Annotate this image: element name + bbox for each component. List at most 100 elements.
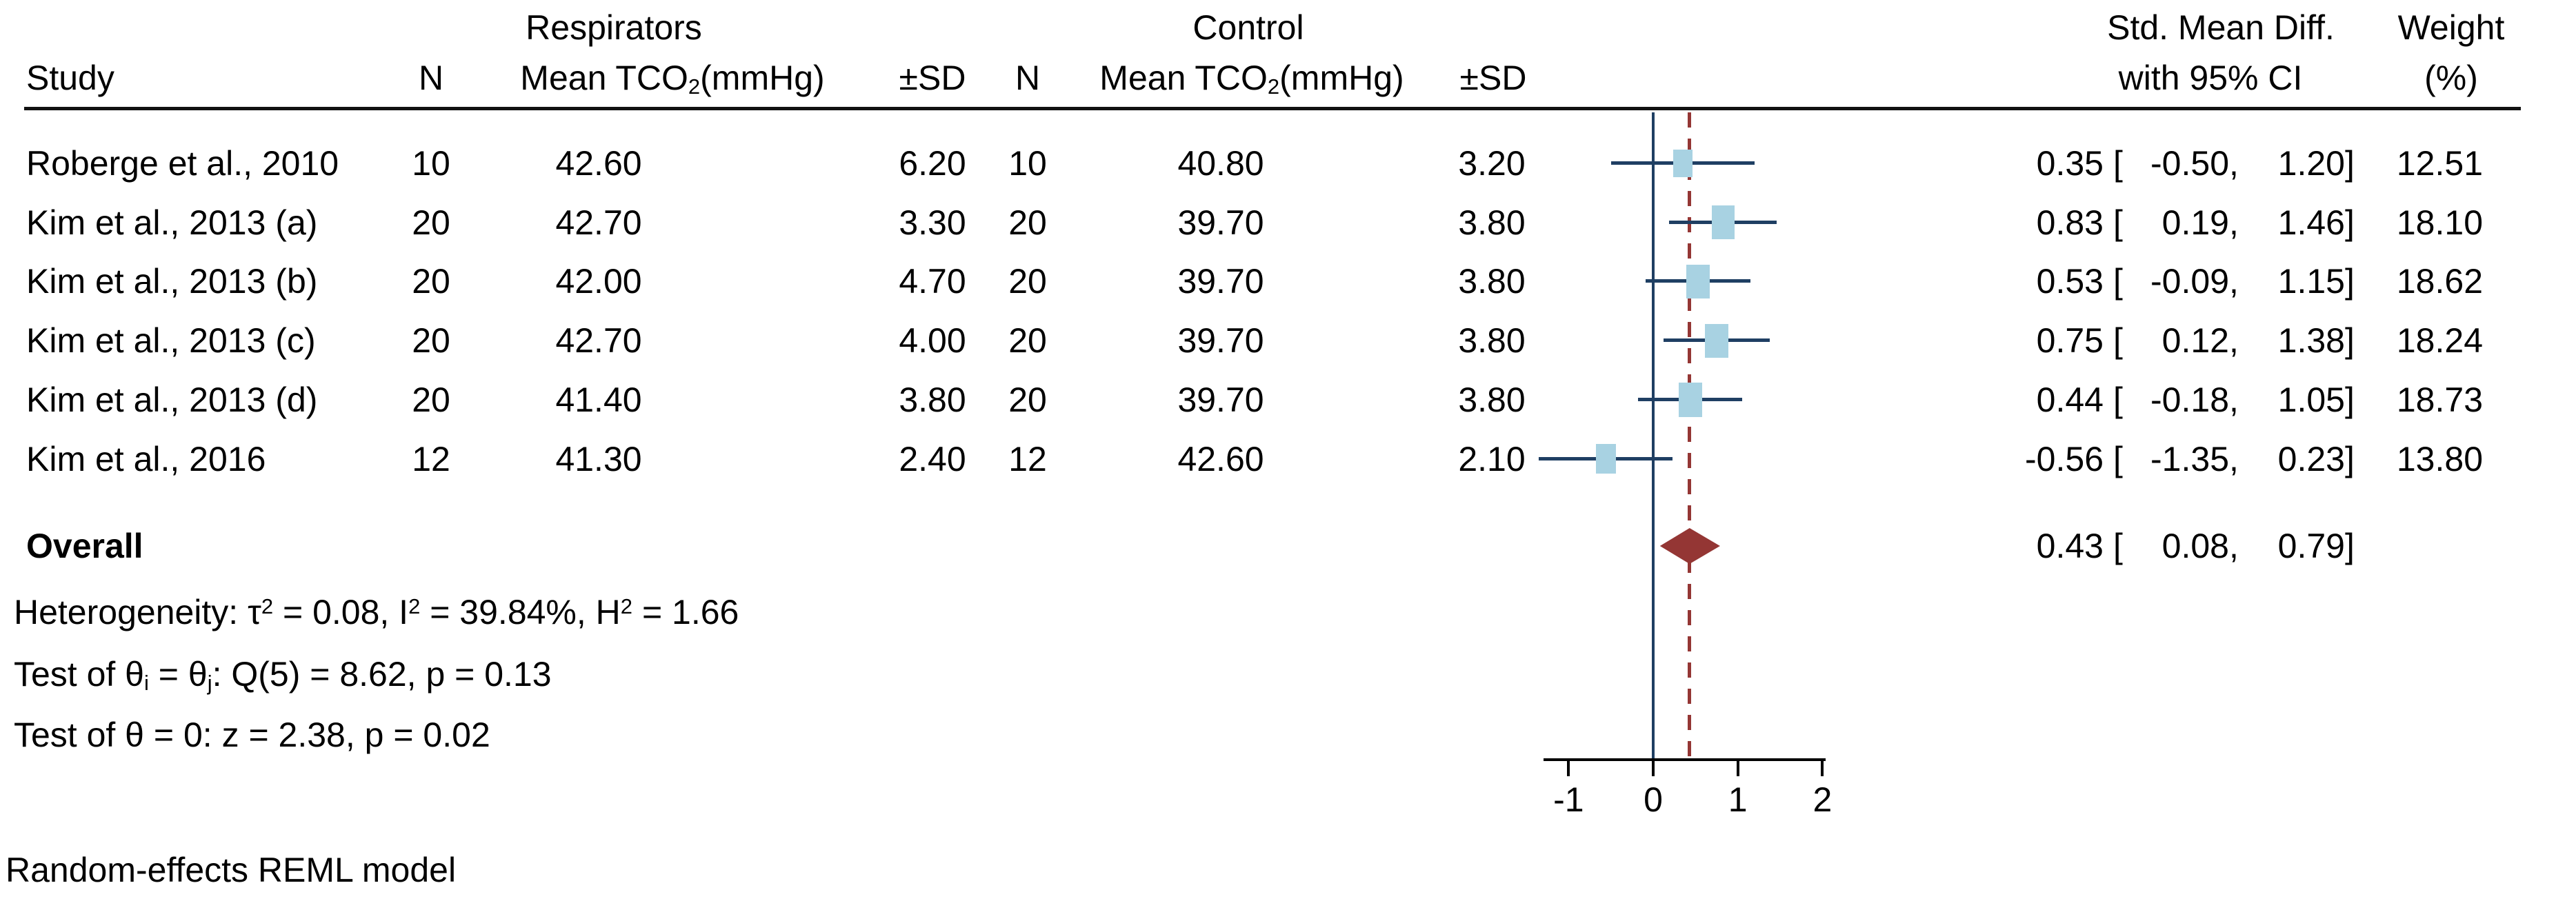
axis-tick-label: 0 (1644, 780, 1663, 819)
respirators-n-cell: 20 (412, 321, 450, 361)
homogeneity-test-line: Test of θi = θj: Q(5) = 8.62, p = 0.13 (14, 645, 552, 704)
weight-cell: 12.51 (2396, 144, 2483, 183)
ci-upper: 1.20 (2277, 144, 2345, 183)
column-header-sd-respirators: ±SD (899, 59, 966, 97)
column-header-mean-tco2-control: Mean TCO2(mmHg) (1079, 54, 1424, 102)
respirators-mean-cell: 41.30 (555, 439, 642, 478)
ci-open-bracket: [ (2113, 262, 2123, 301)
ci-open-bracket: [ (2113, 439, 2123, 478)
ci-open-bracket: [ (2113, 380, 2123, 419)
weight-cell: 18.73 (2396, 380, 2483, 419)
effect-ci-cell: -0.56[-1.35, 0.23] (1993, 429, 2357, 489)
effect-estimate: 0.44 (2036, 380, 2104, 419)
text-segment: = 39.84%, H (420, 593, 621, 631)
respirators-sd-cell: 3.30 (899, 203, 966, 242)
respirators-sd-cell: 3.80 (899, 380, 966, 419)
text-segment: = 0.08, I (273, 593, 409, 631)
effect-square (1595, 444, 1616, 474)
control-n-cell: 20 (1008, 380, 1047, 419)
ci-close-bracket: ] (2345, 262, 2355, 301)
text-segment: Heterogeneity: τ (14, 593, 261, 631)
ci-upper: 1.15 (2277, 262, 2345, 301)
text-segment: (mmHg) (700, 59, 825, 97)
study-row: Kim et al., 2016 12 41.30 2.40 12 42.60 2.10 -0… (0, 429, 2576, 489)
subscript: i (144, 670, 149, 695)
text-segment: = θ (148, 655, 208, 694)
ci-separator: , (2229, 439, 2239, 478)
ci-close-bracket: ] (2345, 144, 2355, 183)
ci-lower: -0.50 (2150, 144, 2229, 183)
text-segment: Test of θ = 0: z = 2.38, p = 0.02 (14, 716, 490, 754)
text-segment: (mmHg) (1279, 59, 1404, 97)
weight-cell: 13.80 (2396, 439, 2483, 478)
group-header-respirators: Respirators (526, 8, 702, 47)
ci-separator: , (2229, 262, 2239, 301)
heterogeneity-stats-line: Heterogeneity: τ2 = 0.08, I2 = 39.84%, H… (14, 583, 739, 642)
effect-square (1686, 264, 1710, 299)
ci-separator: , (2229, 527, 2239, 565)
text-segment: : Q(5) = 8.62, p = 0.13 (212, 655, 552, 694)
respirators-n-cell: 20 (412, 380, 450, 419)
ci-close-bracket: ] (2345, 527, 2355, 565)
ci-open-bracket: [ (2113, 203, 2123, 242)
study-name-cell: Kim et al., 2013 (d) (26, 380, 318, 419)
overall-effect-test-line: Test of θ = 0: z = 2.38, p = 0.02 (14, 705, 490, 765)
ci-upper: 1.46 (2277, 203, 2345, 242)
superscript: 2 (620, 594, 633, 618)
control-sd-cell: 2.10 (1458, 439, 1526, 478)
ci-separator: , (2229, 144, 2239, 183)
control-n-cell: 20 (1008, 203, 1047, 242)
effect-ci-cell: 0.75[0.12, 1.38] (1993, 311, 2357, 370)
control-mean-cell: 39.70 (1177, 380, 1264, 419)
control-mean-cell: 39.70 (1177, 262, 1264, 301)
model-footnote: Random-effects REML model (6, 851, 457, 889)
superscript: 2 (408, 594, 421, 618)
axis-tick (1652, 760, 1655, 776)
control-sd-cell: 3.80 (1458, 380, 1526, 419)
study-row: Kim et al., 2013 (d) 20 41.40 3.80 20 39.70 3.… (0, 370, 2576, 429)
column-header-mean-tco2-respirators: Mean TCO2(mmHg) (500, 54, 845, 102)
respirators-sd-cell: 4.70 (899, 262, 966, 301)
subscript: 2 (1267, 74, 1280, 99)
superscript: 2 (261, 594, 274, 618)
effect-estimate: -0.56 (2025, 439, 2104, 478)
effect-estimate: 0.43 (2036, 527, 2104, 565)
ci-separator: , (2229, 380, 2239, 419)
respirators-mean-cell: 41.40 (555, 380, 642, 419)
control-sd-cell: 3.80 (1458, 203, 1526, 242)
study-name-cell: Roberge et al., 2010 (26, 144, 339, 183)
ci-lower: -0.09 (2150, 262, 2229, 301)
column-header-study: Study (26, 59, 114, 97)
ci-separator: , (2229, 203, 2239, 242)
effect-square (1679, 382, 1702, 417)
effect-ci-cell: 0.43[0.08, 0.79] (1993, 516, 2357, 576)
respirators-sd-cell: 6.20 (899, 144, 966, 183)
ci-upper: 0.79 (2277, 527, 2345, 565)
overall-label: Overall (26, 527, 143, 565)
effect-ci-cell: 0.44[-0.18, 1.05] (1993, 370, 2357, 429)
study-row: Kim et al., 2013 (a) 20 42.70 3.30 20 39.70 3.… (0, 193, 2576, 252)
column-header-smd-line1: Std. Mean Diff. (2107, 8, 2335, 47)
ci-lower: -1.35 (2150, 439, 2229, 478)
control-n-cell: 12 (1008, 439, 1047, 478)
column-header-n-control: N (1015, 59, 1041, 97)
effect-ci-cell: 0.35[-0.50, 1.20] (1993, 134, 2357, 193)
overall-estimate-dashed-line (1688, 112, 1691, 760)
zero-reference-line (1652, 112, 1655, 760)
study-name-cell: Kim et al., 2016 (26, 439, 266, 478)
study-row: Kim et al., 2013 (b) 20 42.00 4.70 20 39.70 3.… (0, 252, 2576, 311)
control-mean-cell: 39.70 (1177, 321, 1264, 361)
respirators-sd-cell: 2.40 (899, 439, 966, 478)
study-row: Roberge et al., 2010 10 42.60 6.20 10 40.80 3.… (0, 134, 2576, 193)
ci-open-bracket: [ (2113, 527, 2123, 565)
axis-tick-label: 1 (1728, 780, 1748, 819)
ci-open-bracket: [ (2113, 321, 2123, 361)
respirators-sd-cell: 4.00 (899, 321, 966, 361)
ci-upper: 1.05 (2277, 380, 2345, 419)
effect-square (1712, 205, 1735, 240)
ci-close-bracket: ] (2345, 321, 2355, 361)
control-n-cell: 20 (1008, 321, 1047, 361)
ci-close-bracket: ] (2345, 439, 2355, 478)
subscript: 2 (688, 74, 701, 99)
